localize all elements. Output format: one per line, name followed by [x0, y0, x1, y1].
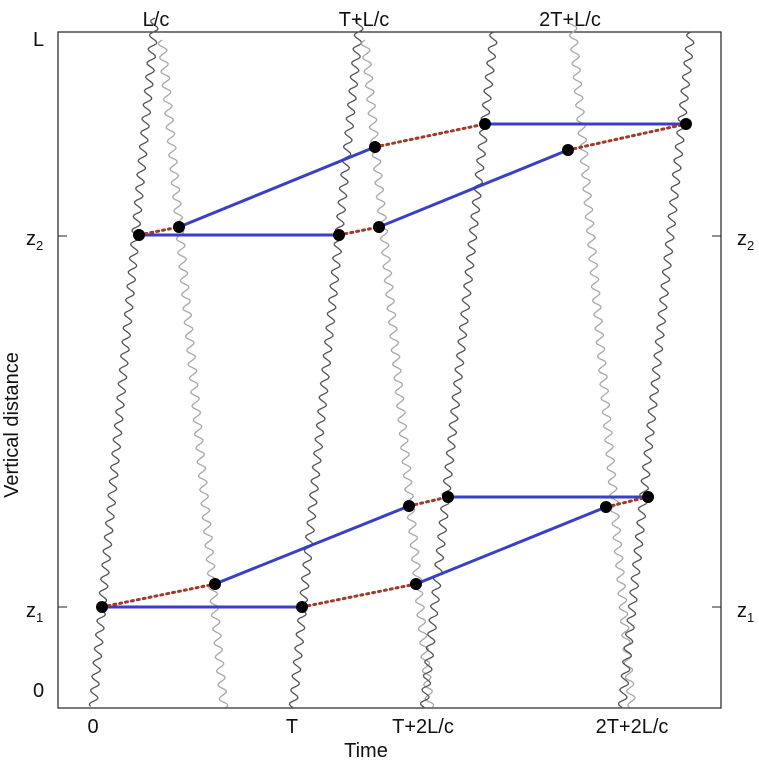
dotted-z2-second: [337, 225, 381, 237]
wave-line-light: [567, 17, 636, 708]
wave-lines: [88, 17, 695, 709]
bottom-tick-label: 0: [87, 716, 98, 738]
event-dot: [442, 491, 454, 503]
dotted-upper-1: [373, 122, 487, 149]
z1-rising-segment-1: [213, 504, 411, 586]
wave-line-dark: [617, 31, 695, 709]
event-dot: [479, 118, 491, 130]
event-dot: [680, 118, 692, 130]
z2-label-right: z2: [737, 228, 754, 253]
event-dot: [600, 501, 612, 513]
top-tick-label: L/c: [143, 9, 170, 31]
z2-rising-segment-1: [177, 145, 377, 229]
wave-line-light: [157, 39, 229, 708]
event-dot: [642, 491, 654, 503]
event-dot: [209, 578, 221, 590]
event-dots: [96, 118, 692, 613]
event-dot: [410, 578, 422, 590]
z1-label-right: z1: [737, 600, 754, 625]
event-dot: [96, 601, 108, 613]
top-tick-label: T+L/c: [339, 9, 390, 31]
event-dot: [369, 141, 381, 153]
event-dot: [562, 144, 574, 156]
dotted-segments: [100, 122, 688, 609]
bottom-tick-label: T+2L/c: [392, 716, 454, 738]
event-dot: [333, 229, 345, 241]
dotted-lower-1: [407, 495, 450, 508]
y-bottom-label: 0: [33, 680, 44, 702]
z2-rising-segment-2: [377, 148, 570, 229]
event-dot: [296, 601, 308, 613]
plot-frame: [57, 31, 722, 709]
z1-label-left: z1: [26, 600, 43, 625]
dotted-z1-second: [300, 582, 418, 609]
top-tick-label: 2T+L/c: [539, 9, 601, 31]
bottom-tick-label: T: [286, 716, 298, 738]
event-dot: [403, 500, 415, 512]
z2-label-left: z2: [26, 228, 43, 253]
dotted-z2-start: [137, 225, 181, 237]
event-dot: [173, 221, 185, 233]
wave-line-light: [360, 39, 435, 708]
z1-rising-segment-2: [414, 505, 608, 586]
wave-line-dark: [288, 17, 364, 709]
blue-segments: [100, 122, 688, 609]
dotted-upper-2: [566, 122, 688, 152]
event-dot: [373, 221, 385, 233]
wave-line-dark: [88, 17, 159, 707]
bottom-tick-label: 2T+2L/c: [596, 716, 669, 738]
x-axis-title: Time: [344, 740, 388, 762]
dotted-z1-start: [100, 582, 217, 609]
event-dot: [133, 229, 145, 241]
wave-line-dark: [419, 31, 498, 709]
dotted-lower-2: [604, 495, 650, 509]
y-top-label: L: [33, 29, 44, 51]
y-axis-title: Vertical distance: [1, 352, 23, 498]
